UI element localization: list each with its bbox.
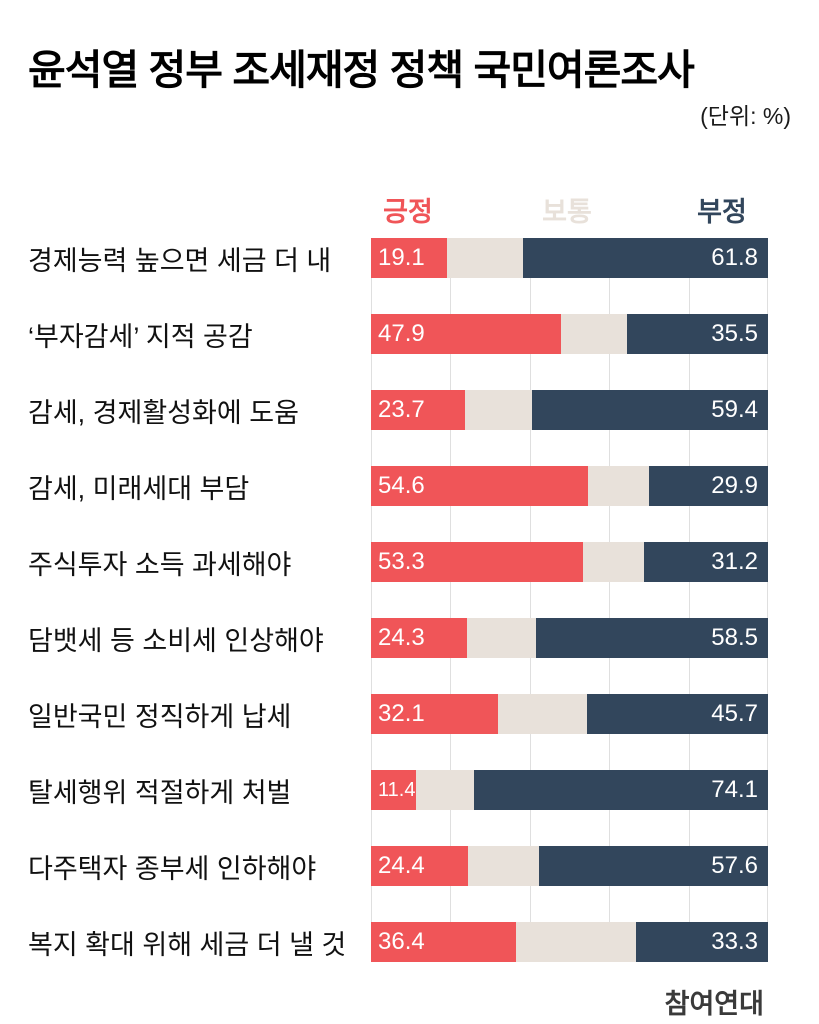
chart-row: 담뱃세 등 소비세 인상해야 24.3 58.5 — [0, 618, 819, 658]
negative-segment: 74.1 — [473, 770, 768, 810]
negative-segment: 59.4 — [532, 390, 768, 430]
negative-segment: 31.2 — [644, 542, 768, 582]
stacked-bar: 36.4 33.3 — [371, 922, 768, 962]
positive-value-label: 23.7 — [378, 396, 425, 423]
stacked-bar: 23.7 59.4 — [371, 390, 768, 430]
stacked-bar: 53.3 31.2 — [371, 542, 768, 582]
negative-segment: 61.8 — [522, 238, 768, 278]
stacked-bar: 19.1 61.8 — [371, 238, 768, 278]
chart-row: 경제능력 높으면 세금 더 내 19.1 61.8 — [0, 238, 819, 278]
neutral-segment — [515, 922, 636, 962]
page-title: 윤석열 정부 조세재정 정책 국민여론조사 — [28, 47, 695, 93]
neutral-segment — [416, 770, 474, 810]
positive-value-label: 36.4 — [378, 928, 425, 955]
stacked-bar: 11.4 74.1 — [371, 770, 768, 810]
gridline-0 — [371, 238, 372, 962]
negative-value-label: 58.5 — [711, 624, 758, 651]
positive-segment: 24.4 — [371, 846, 468, 886]
negative-value-label: 31.2 — [711, 548, 758, 575]
positive-segment: 23.7 — [371, 390, 466, 430]
positive-value-label: 11.4 — [378, 778, 416, 801]
positive-segment: 47.9 — [371, 314, 562, 354]
gridline-80 — [688, 238, 690, 962]
neutral-segment — [561, 314, 628, 354]
category-label: 감세, 미래세대 부담 — [28, 473, 250, 504]
category-label: ‘부자감세’ 지적 공감 — [28, 321, 253, 352]
neutral-segment — [446, 238, 523, 278]
positive-value-label: 47.9 — [378, 320, 425, 347]
positive-segment: 32.1 — [371, 694, 499, 734]
negative-value-label: 57.6 — [711, 852, 758, 879]
negative-value-label: 59.4 — [711, 396, 758, 423]
negative-segment: 45.7 — [586, 694, 768, 734]
chart-row: 감세, 경제활성화에 도움 23.7 59.4 — [0, 390, 819, 430]
negative-segment: 35.5 — [627, 314, 768, 354]
source-label: 참여연대 — [664, 989, 764, 1019]
chart-row: ‘부자감세’ 지적 공감 47.9 35.5 — [0, 314, 819, 354]
positive-segment: 24.3 — [371, 618, 468, 658]
negative-segment: 33.3 — [635, 922, 768, 962]
negative-value-label: 61.8 — [711, 244, 758, 271]
legend-item-neutral: 보통 — [542, 197, 592, 227]
positive-value-label: 24.3 — [378, 624, 425, 651]
chart-row: 감세, 미래세대 부담 54.6 29.9 — [0, 466, 819, 506]
gridline-40 — [529, 238, 531, 962]
chart-row: 일반국민 정직하게 납세 32.1 45.7 — [0, 694, 819, 734]
category-label: 복지 확대 위해 세금 더 낼 것 — [28, 929, 347, 960]
gridline-100 — [767, 238, 768, 962]
category-label: 다주택자 종부세 인하해야 — [28, 853, 317, 884]
negative-segment: 57.6 — [539, 846, 768, 886]
stacked-bar: 24.3 58.5 — [371, 618, 768, 658]
neutral-segment — [587, 466, 650, 506]
negative-segment: 58.5 — [535, 618, 768, 658]
stacked-bar: 47.9 35.5 — [371, 314, 768, 354]
gridline-20 — [450, 238, 452, 962]
negative-segment: 29.9 — [649, 466, 768, 506]
positive-value-label: 54.6 — [378, 472, 425, 499]
chart-row: 탈세행위 적절하게 처벌 11.4 74.1 — [0, 770, 819, 810]
negative-value-label: 35.5 — [711, 320, 758, 347]
neutral-segment — [467, 846, 540, 886]
stacked-bar: 24.4 57.6 — [371, 846, 768, 886]
neutral-segment — [498, 694, 587, 734]
neutral-segment — [465, 390, 533, 430]
category-label: 일반국민 정직하게 납세 — [28, 701, 292, 732]
category-label: 담뱃세 등 소비세 인상해야 — [28, 625, 324, 656]
chart-row: 주식투자 소득 과세해야 53.3 31.2 — [0, 542, 819, 582]
positive-value-label: 32.1 — [378, 700, 425, 727]
negative-value-label: 45.7 — [711, 700, 758, 727]
stacked-bar: 32.1 45.7 — [371, 694, 768, 734]
negative-value-label: 33.3 — [711, 928, 758, 955]
stacked-bar: 54.6 29.9 — [371, 466, 768, 506]
unit-note: (단위: %) — [700, 103, 791, 129]
positive-segment: 53.3 — [371, 542, 583, 582]
chart-row: 다주택자 종부세 인하해야 24.4 57.6 — [0, 846, 819, 886]
category-label: 주식투자 소득 과세해야 — [28, 549, 292, 580]
positive-value-label: 53.3 — [378, 548, 425, 575]
positive-segment: 54.6 — [371, 466, 588, 506]
chart-gridlines — [371, 238, 768, 962]
positive-value-label: 19.1 — [378, 244, 425, 271]
gridline-60 — [609, 238, 611, 962]
legend-item-positive: 긍정 — [383, 197, 433, 227]
positive-segment: 11.4 — [371, 770, 417, 810]
neutral-segment — [582, 542, 645, 582]
positive-value-label: 24.4 — [378, 852, 425, 879]
legend-item-negative: 부정 — [697, 197, 747, 227]
negative-value-label: 29.9 — [711, 472, 758, 499]
category-label: 감세, 경제활성화에 도움 — [28, 397, 299, 428]
positive-segment: 36.4 — [371, 922, 516, 962]
category-label: 경제능력 높으면 세금 더 내 — [28, 245, 332, 276]
neutral-segment — [467, 618, 536, 658]
positive-segment: 19.1 — [371, 238, 447, 278]
negative-value-label: 74.1 — [711, 776, 758, 803]
chart-row: 복지 확대 위해 세금 더 낼 것 36.4 33.3 — [0, 922, 819, 962]
category-label: 탈세행위 적절하게 처벌 — [28, 777, 292, 808]
